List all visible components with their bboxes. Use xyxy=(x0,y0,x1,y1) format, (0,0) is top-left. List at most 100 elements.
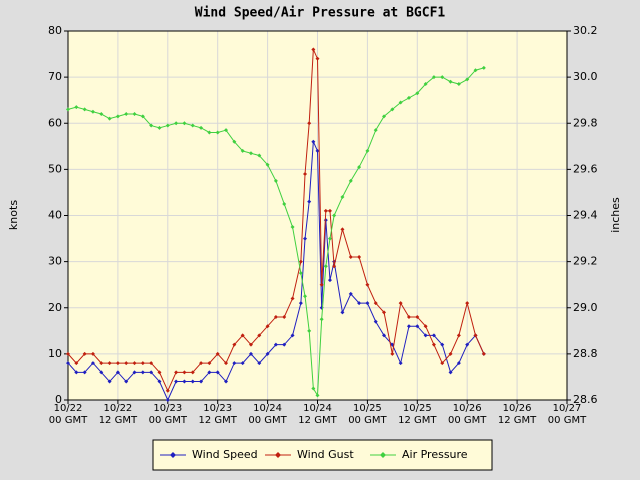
data-point xyxy=(224,128,229,133)
data-point xyxy=(440,342,445,347)
data-point xyxy=(440,361,445,366)
y2-axis-label: inches xyxy=(609,197,622,233)
data-point xyxy=(423,333,428,338)
data-point xyxy=(440,75,445,80)
data-point xyxy=(257,361,262,366)
x-tick-label: 10/25 12 GMT xyxy=(398,403,437,426)
legend-label: Wind Speed xyxy=(192,448,258,461)
data-point xyxy=(415,91,420,96)
data-point xyxy=(465,342,470,347)
data-point xyxy=(382,310,387,315)
data-point xyxy=(406,314,411,319)
x-tick-label: 10/23 00 GMT xyxy=(148,403,187,426)
data-point xyxy=(199,125,204,130)
data-point xyxy=(124,112,129,117)
data-point xyxy=(323,264,328,269)
y2-tick-label: 30.0 xyxy=(573,70,598,83)
data-point xyxy=(456,82,461,87)
data-point xyxy=(224,361,229,366)
data-point xyxy=(319,317,324,322)
data-point xyxy=(140,114,145,119)
data-point xyxy=(157,370,162,375)
data-point xyxy=(182,379,187,384)
data-point xyxy=(398,301,403,306)
data-point xyxy=(373,128,378,133)
data-point xyxy=(282,314,287,319)
y2-tick-label: 29.6 xyxy=(573,162,598,175)
data-point xyxy=(182,370,187,375)
data-point xyxy=(240,333,245,338)
data-point xyxy=(215,351,220,356)
data-point xyxy=(431,333,436,338)
data-point xyxy=(240,361,245,366)
data-point xyxy=(115,114,120,119)
data-point xyxy=(365,282,370,287)
x-tick-label: 10/24 12 GMT xyxy=(298,403,337,426)
data-point xyxy=(390,107,395,112)
data-point xyxy=(157,125,162,130)
data-point xyxy=(90,361,95,366)
data-point xyxy=(107,361,112,366)
y2-tick-label: 30.2 xyxy=(573,24,598,37)
data-point xyxy=(74,361,79,366)
data-point xyxy=(99,370,104,375)
data-point xyxy=(273,314,278,319)
data-point xyxy=(431,75,436,80)
data-point xyxy=(473,333,478,338)
x-tick-label: 10/25 00 GMT xyxy=(348,403,387,426)
data-point xyxy=(240,148,245,153)
x-tick-label: 10/27 00 GMT xyxy=(547,403,587,426)
data-point xyxy=(415,314,420,319)
data-point xyxy=(215,370,220,375)
data-point xyxy=(465,301,470,306)
data-point xyxy=(165,398,170,402)
data-point xyxy=(365,301,370,306)
data-point xyxy=(448,79,453,84)
y-tick-label: 30 xyxy=(48,255,62,268)
data-point xyxy=(456,333,461,338)
data-point xyxy=(423,82,428,87)
data-point xyxy=(232,361,237,366)
data-point xyxy=(357,301,362,306)
data-point xyxy=(132,112,137,117)
data-point xyxy=(66,351,70,356)
x-tick-label: 10/24 00 GMT xyxy=(248,403,287,426)
data-point xyxy=(257,333,262,338)
y-tick-label: 80 xyxy=(48,24,62,37)
data-point xyxy=(124,361,129,366)
data-point xyxy=(315,148,320,153)
x-tick-label: 10/22 12 GMT xyxy=(98,403,138,426)
y-axis-label: knots xyxy=(7,200,20,230)
data-point xyxy=(382,333,387,338)
data-point xyxy=(298,259,303,264)
data-point xyxy=(190,370,195,375)
legend-label: Wind Gust xyxy=(297,448,354,461)
data-point xyxy=(307,199,312,204)
data-point xyxy=(124,379,129,384)
data-point xyxy=(265,162,270,167)
data-point xyxy=(157,379,162,384)
data-point xyxy=(107,379,112,384)
data-point xyxy=(265,351,270,356)
data-point xyxy=(415,324,420,329)
y2-tick-label: 29.0 xyxy=(573,301,598,314)
data-point xyxy=(340,227,345,232)
y2-tick-label: 29.2 xyxy=(573,255,598,268)
data-point xyxy=(348,255,353,260)
data-point xyxy=(319,282,324,287)
data-point xyxy=(448,370,453,375)
data-point xyxy=(273,178,278,183)
data-point xyxy=(332,213,337,218)
data-point xyxy=(82,351,87,356)
data-point xyxy=(311,139,316,144)
data-point xyxy=(265,324,270,329)
data-point xyxy=(224,379,229,384)
y2-tick-label: 28.6 xyxy=(573,393,598,406)
data-point xyxy=(307,328,312,333)
data-point xyxy=(481,65,486,70)
data-point xyxy=(149,361,154,366)
data-point xyxy=(190,123,195,128)
data-point xyxy=(290,333,295,338)
data-point xyxy=(174,121,179,126)
